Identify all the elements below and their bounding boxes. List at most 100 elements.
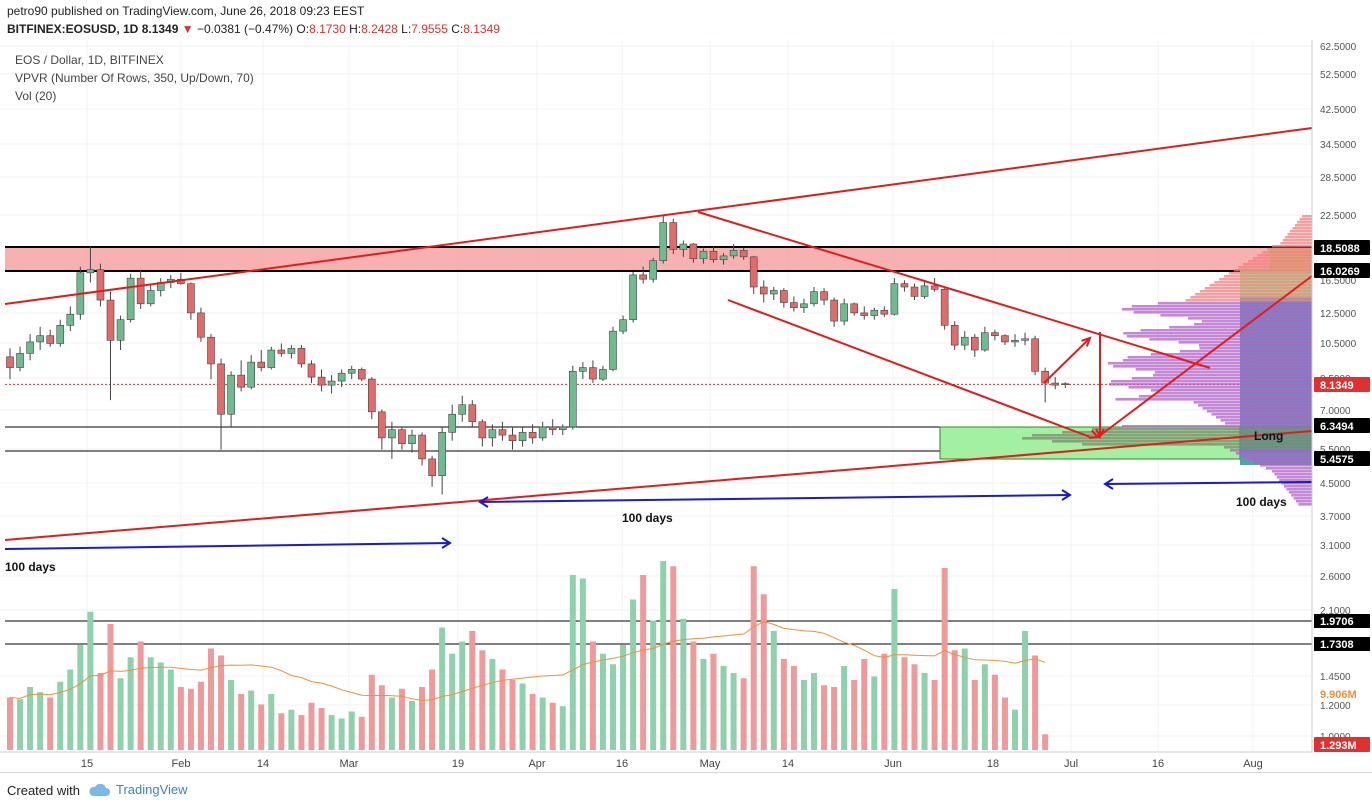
candle-body	[890, 283, 899, 315]
volume-bar	[971, 680, 978, 750]
candle-body	[6, 356, 14, 368]
volume-bar	[539, 697, 546, 750]
volume-bar	[147, 657, 154, 750]
candle-body	[357, 369, 366, 380]
candle-body	[388, 429, 396, 439]
arrowhead-icon	[1095, 428, 1105, 440]
range-arrow-right	[1104, 481, 1313, 485]
volume-bar	[640, 575, 647, 750]
tradingview-logo[interactable]: TradingView	[88, 782, 188, 798]
profile-row	[1082, 443, 1312, 446]
profile-row	[1092, 428, 1312, 431]
volume-bar	[398, 688, 405, 750]
volume-bar	[519, 683, 526, 750]
profile-row	[1287, 233, 1312, 236]
volume-bar	[851, 680, 858, 750]
volume-bar	[57, 681, 64, 750]
profile-row	[1135, 368, 1312, 371]
candle-body	[910, 286, 919, 297]
candle-body	[337, 372, 346, 382]
candle-body	[589, 367, 597, 380]
candle-body	[317, 376, 326, 386]
price-tick-label: 1.2000	[1320, 701, 1351, 712]
price-label: 18.5088	[1320, 243, 1360, 255]
profile-row	[1122, 359, 1312, 362]
profile-row	[1193, 401, 1312, 404]
candle-body	[96, 269, 105, 301]
profile-row	[1225, 422, 1312, 425]
volume-bar	[298, 715, 305, 750]
author-name[interactable]: petro90	[7, 4, 48, 18]
volume-bar	[358, 716, 365, 750]
candle-body	[488, 429, 497, 439]
profile-row	[1113, 365, 1312, 368]
range-arrow-left	[4, 542, 451, 550]
candle-body	[679, 243, 688, 250]
volume-bar	[499, 669, 506, 750]
candle-body	[227, 374, 235, 415]
candle-body	[408, 434, 416, 444]
legend-volume[interactable]: Vol (20)	[15, 89, 57, 103]
candle-body	[880, 309, 889, 315]
profile-row	[1123, 332, 1312, 335]
volume-bar	[1012, 709, 1018, 750]
candle-body	[599, 369, 607, 380]
volume-bar	[308, 702, 315, 750]
volume-level-box	[1314, 614, 1370, 628]
legend-vpvr[interactable]: VPVR (Number Of Rows, 350, Up/Down, 70)	[15, 71, 254, 85]
volume-bar	[961, 648, 968, 750]
candle-body	[398, 429, 406, 444]
profile-row	[1128, 386, 1312, 389]
profile-row	[1190, 296, 1312, 299]
candle-body	[790, 302, 798, 308]
volume-bar	[127, 657, 134, 750]
candle-body	[991, 332, 999, 336]
profile-row	[1122, 308, 1312, 311]
price-tick-label: 10.5000	[1320, 339, 1357, 350]
candle-body	[719, 255, 728, 261]
volume-bar	[569, 575, 576, 750]
volume-bar	[901, 657, 908, 750]
volume-level-label: 1.7308	[1320, 639, 1354, 651]
profile-row	[1302, 215, 1312, 218]
price-tick-label: 22.5000	[1320, 211, 1357, 222]
profile-row	[1267, 248, 1312, 251]
candle-body	[609, 330, 617, 370]
candle-body	[981, 332, 989, 351]
volume-bar	[1001, 697, 1008, 750]
price-tick-label: 52.5000	[1320, 70, 1357, 81]
volume-bar	[248, 690, 255, 750]
price-tick-label: 62.5000	[1320, 42, 1357, 53]
candle-body	[709, 250, 718, 261]
candle-body	[307, 363, 316, 378]
volume-ma-line	[9, 620, 1046, 701]
time-tick-label: 14	[257, 758, 269, 770]
price-chart[interactable]: 100 days 100 days 100 days Long 62.5000 52.5…	[0, 40, 1372, 772]
arrowhead-icon	[1103, 478, 1114, 490]
volume-bar	[720, 666, 727, 750]
volume-bar	[318, 708, 325, 750]
profile-row	[1062, 431, 1312, 434]
price-label-box	[1314, 737, 1370, 752]
price-tick-label: 12.5000	[1320, 309, 1357, 320]
volume-bar	[167, 669, 174, 750]
price-label: 6.3494	[1320, 421, 1355, 433]
profile-row	[1230, 449, 1312, 452]
candle-body	[56, 325, 65, 344]
profile-row	[1282, 239, 1312, 242]
price-tick-label: 16.5000	[1320, 276, 1357, 287]
volume-bar	[368, 674, 375, 750]
candle-body	[367, 378, 376, 413]
volume-bar	[921, 673, 928, 750]
volume-bar	[469, 631, 476, 750]
time-tick-label: 19	[452, 758, 464, 770]
profile-row	[1243, 263, 1312, 266]
candle-body	[498, 429, 507, 436]
candle-body	[448, 413, 457, 433]
time-tick-label: Apr	[528, 758, 545, 770]
volume-bar	[338, 718, 345, 750]
profile-row	[1122, 425, 1312, 428]
volume-bar	[197, 681, 204, 750]
volume-bar	[7, 697, 13, 750]
profile-row	[1198, 344, 1312, 347]
